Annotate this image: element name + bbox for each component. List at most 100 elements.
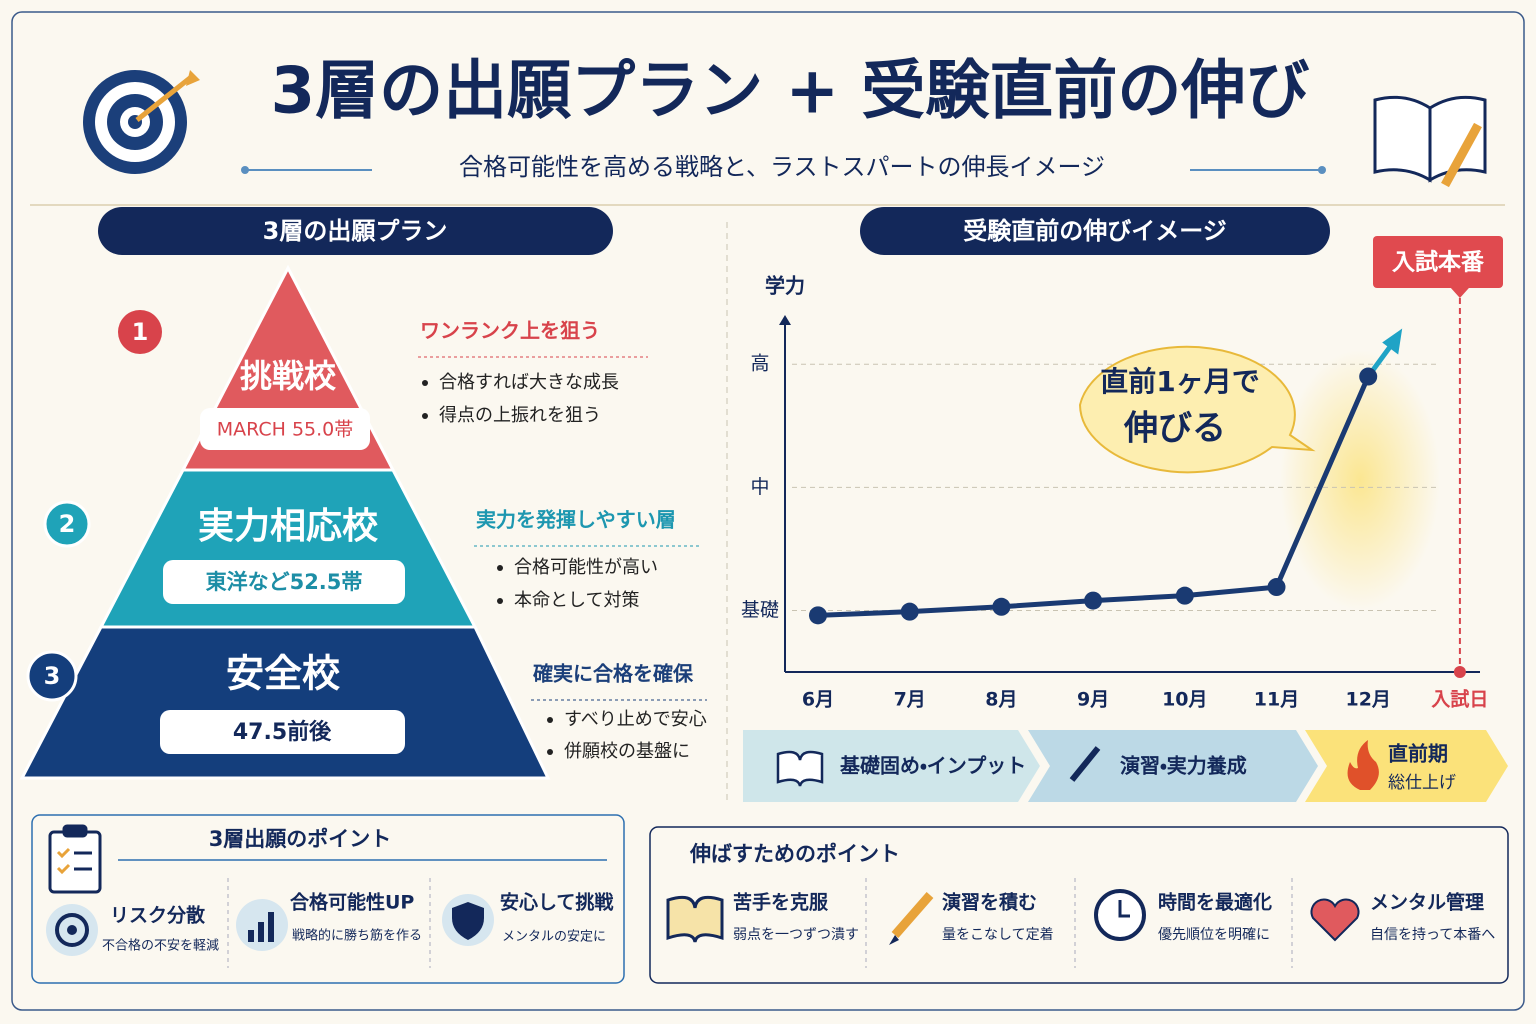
bullet [547,717,553,723]
tier-3 [19,625,551,780]
phase-sub: 総仕上げ [1388,773,1456,793]
bullet [547,749,553,755]
tier-name: 安全校 [226,652,340,696]
phase-label: 直前期 [1388,742,1448,766]
point [809,606,827,625]
target-icon [83,70,200,174]
point-desc: 自信を持って本番へ [1370,927,1495,943]
tier-number-badge [118,310,162,354]
point-title: メンタル管理 [1370,891,1484,914]
bullet [422,380,428,386]
clipboard-icon [48,824,102,894]
point [1175,586,1194,605]
y-tick-label: 中 [750,476,769,498]
box-title: 伸ばすためのポイント [689,842,900,866]
exam-marker-label: 入試本番 [1392,249,1485,276]
section-pill [98,207,613,255]
callout-bubble [1078,345,1316,474]
growth-arrowhead [1382,328,1403,355]
pencil-icon [1069,746,1101,782]
x-tick-label: 10月 [1162,689,1207,711]
point-title: リスク分散 [110,904,205,927]
box [649,826,1509,984]
icon [1094,889,1146,941]
point-desc: 不合格の不安を軽減 [102,938,219,954]
point-title: 時間を最適化 [1158,891,1272,914]
tier-number: 3 [44,662,61,690]
icon [1310,898,1360,942]
tier-number-badge [43,500,91,548]
point-title: 安心して挑戦 [500,891,613,914]
tier-number: 1 [132,318,149,346]
section-heading: 受験直前の伸びイメージ [963,217,1227,245]
point-desc: 戦略的に勝ち筋を作る [292,928,422,944]
tier-bullet: 得点の上振れを狙う [439,405,601,426]
tier-badge: 47.5前後 [233,719,332,745]
tier-point: 確実に合格を確保 [532,662,694,686]
tier-bullet: 合格すれば大きな成長 [439,372,619,393]
badge [163,560,405,604]
badge [200,408,370,450]
icon [46,904,98,956]
bullet [422,413,428,419]
point [992,597,1011,616]
callout: 伸びる [1123,409,1226,449]
book-icon [776,750,824,787]
point-desc: 優先順位を明確に [1158,927,1270,943]
y-tick-label: 基礎 [741,599,779,621]
point-desc: メンタルの安定に [502,930,606,945]
axis-arrow [779,315,791,325]
x-tick-label: 入試日 [1431,689,1488,711]
icon [889,892,934,945]
bullet [497,598,503,604]
phase [743,730,1040,802]
subtitle: 合格可能性を高める戦略と、ラストスパートの伸長イメージ [459,153,1105,181]
bullet [497,565,503,571]
tier-badge: MARCH 55.0帯 [217,419,354,441]
point-title: 苦手を克服 [733,891,829,914]
phase-label: 演習・実力養成 [1120,754,1247,778]
glow [1280,350,1440,610]
dot [241,166,249,174]
box-title: 3層出願のポイント [209,827,392,851]
section-heading: 3層の出願プラン [263,217,448,245]
point-desc: 量をこなして定着 [942,926,1054,943]
x-tick-label: 8月 [985,689,1017,711]
icon [236,899,288,951]
tier-badge: 東洋など52.5帯 [206,570,363,594]
x-tick-label: 11月 [1254,689,1299,711]
section-pill [860,207,1330,255]
x-tick-label: 7月 [894,689,926,711]
exam-dot [1453,666,1466,678]
tier-number-badge [26,650,78,702]
point-title: 演習を積む [942,891,1037,914]
point [900,602,919,621]
tier-name: 実力相応校 [198,506,378,547]
point-title: 合格可能性UP [290,891,414,914]
point [1267,578,1286,597]
tier-point: 実力を発揮しやすい層 [476,508,676,532]
point [1084,591,1103,610]
point-desc: 弱点を一つずつ潰す [733,927,859,943]
tier-number: 2 [59,510,76,538]
badge [160,710,405,754]
x-tick-label: 9月 [1077,689,1109,711]
tier-bullet: 併願校の基盤に [564,741,690,762]
title: 3層の出願プラン + 受験直前の伸び [271,55,1310,129]
y-axis-label: 学力 [765,274,805,298]
tier-bullet: 合格可能性が高い [514,557,658,578]
point [1359,367,1378,386]
x-tick-label: 12月 [1345,689,1390,711]
phase-label: 基礎固め・インプット [840,754,1026,778]
exam-marker [1373,236,1503,288]
exam-pointer [1450,288,1469,298]
icon [666,895,724,943]
tier-bullet: 本命として対策 [514,590,639,611]
y-tick-label: 高 [750,353,769,375]
tier-notes: ワンランク上を狙う合格すれば大きな成長得点の上振れを狙う実力を発揮しやすい層合格… [418,319,707,762]
